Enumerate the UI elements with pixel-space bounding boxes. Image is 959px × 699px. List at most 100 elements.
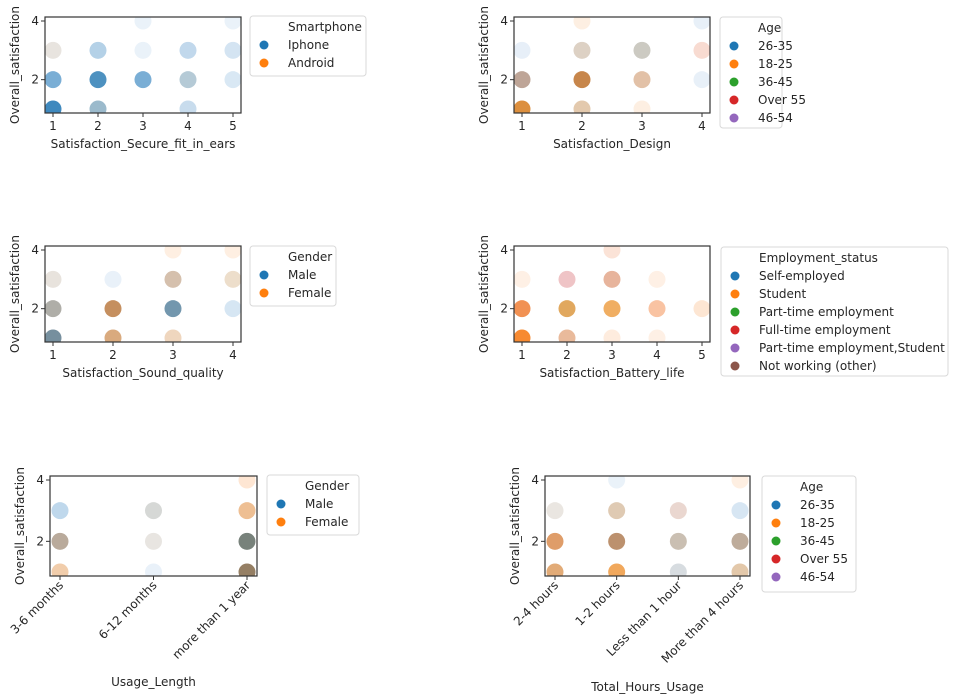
x-tick-label: 1 — [518, 348, 526, 362]
legend: Age 26-35 18-25 36-45 Over 55 46-54 — [761, 475, 857, 593]
legend-entry: Part-time employment — [759, 305, 894, 319]
data-point — [224, 270, 241, 288]
data-point — [514, 71, 531, 89]
legend-marker — [259, 270, 269, 280]
legend-marker — [730, 271, 740, 281]
legend-marker — [259, 40, 269, 50]
x-tick-label: 2 — [94, 119, 102, 133]
data-point — [51, 532, 69, 550]
legend: Age 26-35 18-25 36-45 Over 55 46-54 — [719, 16, 806, 129]
x-tick-label: more than 1 year — [170, 578, 254, 662]
data-point — [669, 502, 687, 520]
x-tick-label: 2 — [563, 348, 571, 362]
x-tick-label: 3 — [638, 119, 646, 133]
legend-marker — [259, 58, 269, 68]
data-point — [179, 100, 197, 113]
x-axis-label: Satisfaction_Sound_quality — [62, 366, 223, 380]
legend-marker — [259, 288, 269, 298]
legend-title: Gender — [305, 479, 349, 493]
data-point — [224, 300, 241, 318]
x-tick-label: 5 — [229, 119, 237, 133]
x-tick-label: 4 — [653, 348, 661, 362]
data-point — [89, 100, 107, 113]
x-tick-label: 4 — [229, 348, 237, 362]
data-point — [104, 300, 122, 318]
x-axis-label: Total_Hours_Usage — [590, 680, 704, 694]
legend-entry: 46-54 — [800, 570, 835, 584]
data-point — [145, 502, 162, 520]
data-point — [514, 300, 531, 318]
subplot-2: 1 2 3 4 2 4 Satisfaction_Design Overall_satisfa… — [477, 6, 806, 151]
data-point — [104, 270, 122, 288]
data-point — [164, 270, 182, 288]
legend-entry: Android — [288, 56, 334, 70]
data-point — [134, 71, 152, 89]
points-group — [45, 17, 241, 113]
y-tick-label: 2 — [500, 73, 508, 87]
data-point — [693, 17, 710, 30]
axes-frame — [544, 475, 751, 577]
x-axis-label: Satisfaction_Secure_fit_in_ears — [51, 137, 236, 151]
data-point — [51, 563, 69, 576]
legend-entry: 46-54 — [758, 111, 793, 125]
data-point — [633, 41, 651, 59]
legend-entry: 26-35 — [800, 498, 835, 512]
data-point — [731, 532, 749, 550]
x-tick-label: 5 — [698, 348, 706, 362]
axes-frame — [44, 245, 242, 343]
x-tick-label: 2 — [109, 348, 117, 362]
y-tick-label: 4 — [500, 14, 508, 28]
points-group — [514, 17, 710, 113]
data-point — [45, 329, 62, 342]
points-group — [45, 246, 241, 342]
legend-marker — [771, 554, 781, 564]
data-point — [693, 41, 710, 59]
data-point — [134, 17, 152, 30]
points-group — [514, 246, 710, 342]
legend-frame — [266, 474, 360, 536]
data-point — [693, 71, 710, 89]
data-point — [573, 71, 591, 89]
x-tick-label: 1 — [49, 348, 57, 362]
legend-frame — [249, 245, 337, 307]
data-point — [104, 329, 122, 342]
y-tick-label: 2 — [531, 534, 539, 548]
data-point — [224, 17, 241, 30]
y-axis-label: Overall_satisfaction — [477, 235, 491, 353]
legend-entry: Student — [759, 287, 807, 301]
data-point — [89, 41, 107, 59]
legend-entry: 36-45 — [758, 75, 793, 89]
data-point — [558, 329, 576, 342]
x-axis-label: Satisfaction_Design — [553, 137, 671, 151]
x-tick-label: 3 — [139, 119, 147, 133]
y-tick-label: 2 — [31, 73, 39, 87]
legend-marker — [729, 77, 739, 87]
data-point — [603, 329, 621, 342]
data-point — [608, 532, 626, 550]
legend-title: Gender — [288, 250, 332, 264]
subplot-1: 1 2 3 4 5 2 4 Satisfaction_Secure_fit_in_ears Ov… — [8, 6, 367, 151]
legend-marker — [730, 361, 740, 371]
legend-entry: Iphone — [288, 38, 329, 52]
data-point — [164, 246, 182, 259]
data-point — [669, 563, 687, 576]
x-tick-label: 1 — [518, 119, 526, 133]
legend-marker — [730, 325, 740, 335]
legend-entry: Male — [288, 268, 316, 282]
data-point — [145, 532, 162, 550]
data-point — [608, 563, 626, 576]
data-point — [238, 476, 256, 489]
legend-title: Employment_status — [759, 251, 878, 265]
legend-entry: Full-time employment — [759, 323, 891, 337]
y-tick-label: 4 — [31, 14, 39, 28]
x-tick-label: 6-12 months — [96, 578, 160, 642]
data-point — [648, 329, 666, 342]
y-axis-label: Overall_satisfaction — [477, 6, 491, 124]
y-tick-label: 2 — [500, 302, 508, 316]
data-point — [45, 71, 62, 89]
data-point — [731, 502, 749, 520]
x-tick-label: 3 — [169, 348, 177, 362]
data-point — [573, 41, 591, 59]
data-point — [693, 300, 710, 318]
x-axis-label: Usage_Length — [111, 675, 196, 689]
